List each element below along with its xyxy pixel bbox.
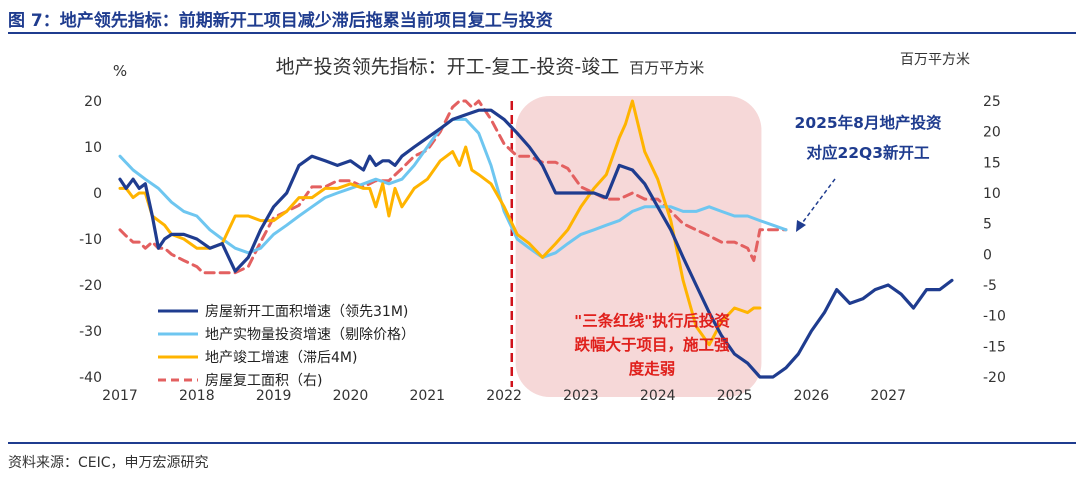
right-axis-tick-label: -5 — [983, 278, 997, 294]
left-axis-tick-label: -30 — [79, 324, 102, 340]
x-axis-tick-label: 2018 — [179, 388, 215, 404]
source-note: 资料来源：CEIC，申万宏源研究 — [8, 455, 209, 471]
line-chart: 地产投资领先指标：开工-复工-投资-竣工 百万平方米 % 百万平方米 20 10 0… — [12, 40, 1074, 415]
left-axis-tick-label: -20 — [79, 278, 102, 294]
callout-arrow-line — [799, 178, 836, 227]
shade-annotation-text: 度走弱 — [629, 359, 676, 378]
callout-arrow-head — [796, 220, 806, 232]
series-layer — [118, 99, 954, 379]
x-axis-tick-label: 2017 — [102, 388, 138, 404]
right-axis-tick-label: -15 — [983, 339, 1006, 355]
right-axis-tick-label: -10 — [983, 309, 1006, 325]
shaded-region-layer — [515, 96, 762, 397]
left-axis-tick-label: -40 — [79, 370, 102, 386]
right-axis-tick-label: 10 — [983, 186, 1001, 202]
right-axis-tick-label: -20 — [983, 370, 1006, 386]
chart-title-unit: 百万平方米 — [629, 59, 704, 77]
x-axis-tick-label: 2027 — [870, 388, 906, 404]
x-axis-tick-label: 2024 — [640, 388, 676, 404]
x-axis-tick-label: 2025 — [717, 388, 753, 404]
series-line-completions — [118, 99, 762, 347]
chart-title-main: 地产投资领先指标：开工-复工-投资-竣工 — [276, 56, 620, 78]
axes-layer: 20 10 0 -10 -20 -30 -40 25 20 15 10 5 0 -5 -10 -15 -20 20… — [79, 94, 1006, 404]
figure-title: 图 7：地产领先指标：前期新开工项目减少滞后拖累当前项目复工与投资 — [8, 11, 553, 31]
left-axis-tick-label: 10 — [84, 140, 102, 156]
right-axis-tick-label: 5 — [983, 217, 992, 233]
right-axis-tick-label: 0 — [983, 247, 992, 263]
chart-title: 地产投资领先指标：开工-复工-投资-竣工 百万平方米 — [276, 56, 705, 78]
x-axis-tick-label: 2021 — [409, 388, 445, 404]
shaded-period — [515, 96, 762, 397]
left-axis-tick-label: -10 — [79, 232, 102, 248]
legend-label-resumption: 房屋复工面积（右) — [205, 372, 322, 389]
x-axis-tick-label: 2019 — [256, 388, 292, 404]
series-line-new-starts — [118, 108, 954, 379]
x-axis-tick-label: 2023 — [563, 388, 599, 404]
left-axis-tick-label: 20 — [84, 94, 102, 110]
left-axis-unit: % — [113, 62, 127, 80]
right-axis-tick-label: 25 — [983, 94, 1001, 110]
series-line-resumption — [118, 99, 788, 275]
title-rule — [8, 32, 1076, 34]
x-axis-tick-label: 2026 — [794, 388, 830, 404]
right-axis-tick-label: 15 — [983, 155, 1001, 171]
source-rule — [8, 442, 1076, 444]
legend-label-new-starts: 房屋新开工面积增速（领先31M) — [205, 304, 408, 320]
shade-annotation-text: 跌幅大于项目，施工强 — [574, 335, 730, 354]
callout-annotation-text: 对应22Q3新开工 — [806, 143, 930, 162]
right-axis-tick-label: 20 — [983, 125, 1001, 141]
right-axis-unit: 百万平方米 — [900, 52, 970, 68]
x-axis-tick-label: 2020 — [333, 388, 369, 404]
left-axis-tick-label: 0 — [93, 186, 102, 202]
callout-annotation-text: 2025年8月地产投资 — [795, 113, 942, 132]
legend: 房屋新开工面积增速（领先31M) 地产实物量投资增速（剔除价格） 地产竣工增速（滞后… — [158, 304, 415, 389]
legend-label-investment: 地产实物量投资增速（剔除价格） — [205, 327, 415, 343]
legend-label-completions: 地产竣工增速（滞后4M) — [205, 350, 357, 366]
shade-annotation-text: "三条红线"执行后投资 — [574, 311, 730, 330]
x-axis-tick-label: 2022 — [486, 388, 522, 404]
